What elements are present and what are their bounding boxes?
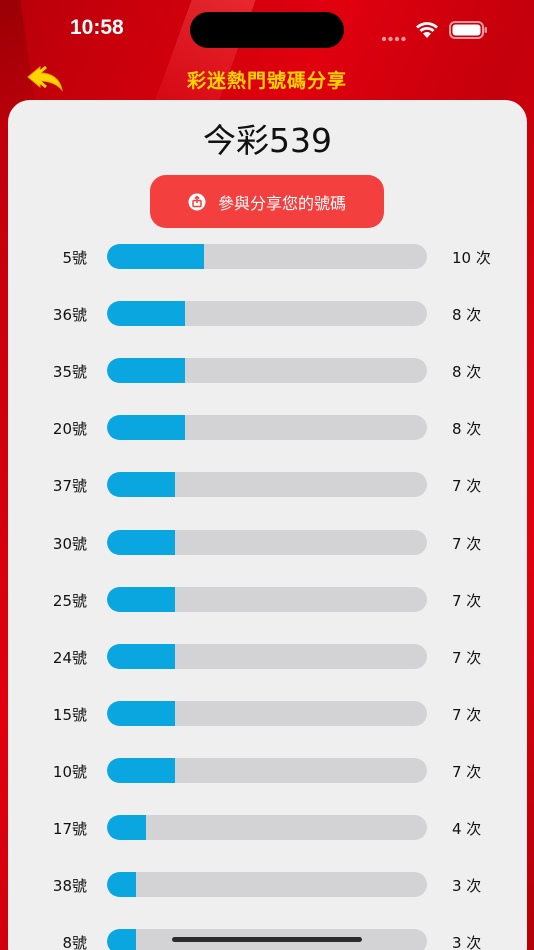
frequency-row: 25號 7 次 (8, 586, 527, 613)
frequency-count-label: 7 次 (452, 591, 482, 610)
lottery-number-label: 25號 (52, 591, 87, 610)
frequency-bar-track (107, 872, 427, 898)
status-time: 10:58 (70, 16, 124, 39)
frequency-bar-track (107, 815, 427, 840)
battery-icon (449, 21, 489, 43)
frequency-count-label: 7 次 (452, 648, 482, 667)
lottery-number-label: 37號 (52, 477, 87, 496)
lottery-number-label: 15號 (52, 705, 87, 724)
frequency-count-label: 7 次 (452, 534, 482, 553)
lottery-number-label: 30號 (52, 534, 87, 553)
frequency-bar-track (107, 301, 427, 327)
frequency-row: 24號 7 次 (8, 643, 527, 670)
frequency-bar-fill (107, 929, 136, 950)
wifi-icon (414, 20, 440, 44)
status-bar: 10:58 (0, 0, 534, 58)
lottery-number-label: 36號 (52, 306, 87, 325)
frequency-row: 35號 8 次 (8, 358, 527, 384)
frequency-row: 15號 7 次 (8, 700, 527, 727)
frequency-count-label: 7 次 (452, 705, 482, 724)
frequency-bar-fill (107, 244, 204, 269)
frequency-bar-fill (107, 815, 146, 840)
lottery-number-label: 38號 (52, 877, 87, 896)
frequency-count-label: 10 次 (452, 249, 491, 267)
frequency-bar-fill (107, 757, 175, 783)
frequency-bar-fill (107, 872, 136, 898)
frequency-row: 38號 3 次 (8, 872, 527, 898)
lottery-number-label: 24號 (52, 648, 87, 667)
share-numbers-button[interactable]: 參與分享您的號碼 (150, 175, 384, 228)
frequency-count-label: 8 次 (452, 363, 482, 382)
frequency-bar-track (107, 415, 427, 441)
frequency-row: 5號 10 次 (8, 244, 527, 270)
lottery-number-label: 17號 (52, 820, 87, 838)
frequency-bar-track (107, 472, 427, 498)
frequency-count-label: 7 次 (452, 477, 482, 496)
frequency-count-label: 3 次 (452, 877, 482, 896)
frequency-bar-track (107, 643, 427, 669)
frequency-bar-track (107, 586, 427, 612)
frequency-count-label: 3 次 (452, 934, 482, 950)
page-title: 彩迷熱門號碼分享 (186, 70, 347, 92)
frequency-bar-fill (107, 700, 175, 726)
share-button-label: 參與分享您的號碼 (217, 193, 346, 213)
frequency-row: 10號 7 次 (8, 757, 527, 784)
lottery-number-label: 8號 (62, 934, 87, 950)
frequency-count-label: 8 次 (452, 306, 482, 325)
lottery-number-label: 35號 (52, 363, 87, 382)
lottery-number-label: 10號 (52, 762, 87, 781)
frequency-bar-fill (107, 586, 175, 612)
frequency-bar-track (107, 529, 427, 555)
frequency-row: 17號 4 次 (8, 815, 527, 841)
back-arrow-icon[interactable] (26, 64, 66, 96)
frequency-bar-track (107, 358, 427, 384)
frequency-row: 30號 7 次 (8, 529, 527, 556)
lottery-number-label: 20號 (52, 420, 87, 439)
frequency-bar-track (107, 757, 427, 783)
frequency-bar-fill (107, 415, 185, 441)
frequency-bar-track (107, 244, 427, 269)
home-indicator (172, 937, 362, 942)
frequency-bar-fill (107, 301, 185, 327)
frequency-count-label: 8 次 (452, 420, 482, 439)
game-title: 今彩539 (203, 121, 332, 160)
navigation-bar: 彩迷熱門號碼分享 (0, 60, 534, 96)
lottery-number-label: 5號 (62, 249, 87, 267)
frequency-row: 36號 8 次 (8, 301, 527, 327)
frequency-row: 20號 8 次 (8, 415, 527, 441)
cellular-signal-icon (381, 28, 407, 47)
frequency-row: 37號 7 次 (8, 472, 527, 498)
frequency-bar-fill (107, 529, 175, 555)
frequency-bar-fill (107, 472, 175, 498)
frequency-bar-track (107, 700, 427, 726)
frequency-bar-fill (107, 358, 185, 384)
frequency-count-label: 7 次 (452, 762, 482, 781)
share-icon (188, 193, 206, 211)
dynamic-island (190, 12, 344, 48)
frequency-count-label: 4 次 (452, 820, 482, 838)
frequency-bar-fill (107, 643, 175, 669)
